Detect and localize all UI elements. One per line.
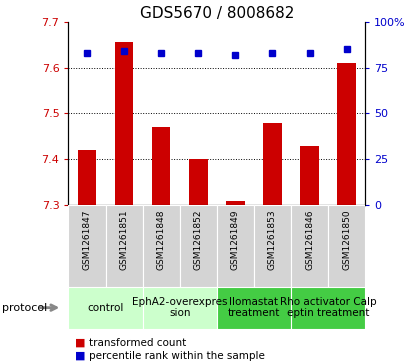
Text: transformed count: transformed count	[89, 338, 186, 348]
Text: GSM1261847: GSM1261847	[83, 209, 92, 270]
Text: ■: ■	[75, 351, 85, 361]
Bar	[180, 205, 217, 287]
Text: percentile rank within the sample: percentile rank within the sample	[89, 351, 265, 361]
Bar	[263, 123, 282, 205]
Bar	[68, 287, 143, 329]
Text: GSM1261849: GSM1261849	[231, 209, 240, 270]
Text: protocol: protocol	[2, 303, 47, 313]
Bar	[143, 287, 217, 329]
Text: GSM1261851: GSM1261851	[120, 209, 129, 270]
Bar	[68, 205, 105, 287]
Bar	[217, 205, 254, 287]
Text: Ilomastat
treatment: Ilomastat treatment	[228, 297, 280, 318]
Text: ■: ■	[75, 338, 85, 348]
Bar	[328, 205, 365, 287]
Bar	[189, 159, 208, 205]
Text: control: control	[88, 303, 124, 313]
Bar	[300, 146, 319, 205]
Bar	[291, 287, 365, 329]
Bar	[291, 205, 328, 287]
Bar	[226, 200, 245, 205]
Text: GSM1261853: GSM1261853	[268, 209, 277, 270]
Bar	[105, 205, 143, 287]
Text: GSM1261846: GSM1261846	[305, 209, 314, 270]
Bar	[337, 63, 356, 205]
Bar	[143, 205, 180, 287]
Text: GSM1261848: GSM1261848	[157, 209, 166, 270]
Text: GSM1261852: GSM1261852	[194, 209, 203, 270]
Bar	[217, 287, 291, 329]
Bar	[115, 42, 133, 205]
Text: EphA2-overexpres
sion: EphA2-overexpres sion	[132, 297, 227, 318]
Title: GDS5670 / 8008682: GDS5670 / 8008682	[140, 5, 294, 21]
Text: Rho activator Calp
eptin treatment: Rho activator Calp eptin treatment	[280, 297, 376, 318]
Bar	[78, 150, 96, 205]
Bar	[152, 127, 171, 205]
Bar	[254, 205, 291, 287]
Text: GSM1261850: GSM1261850	[342, 209, 351, 270]
